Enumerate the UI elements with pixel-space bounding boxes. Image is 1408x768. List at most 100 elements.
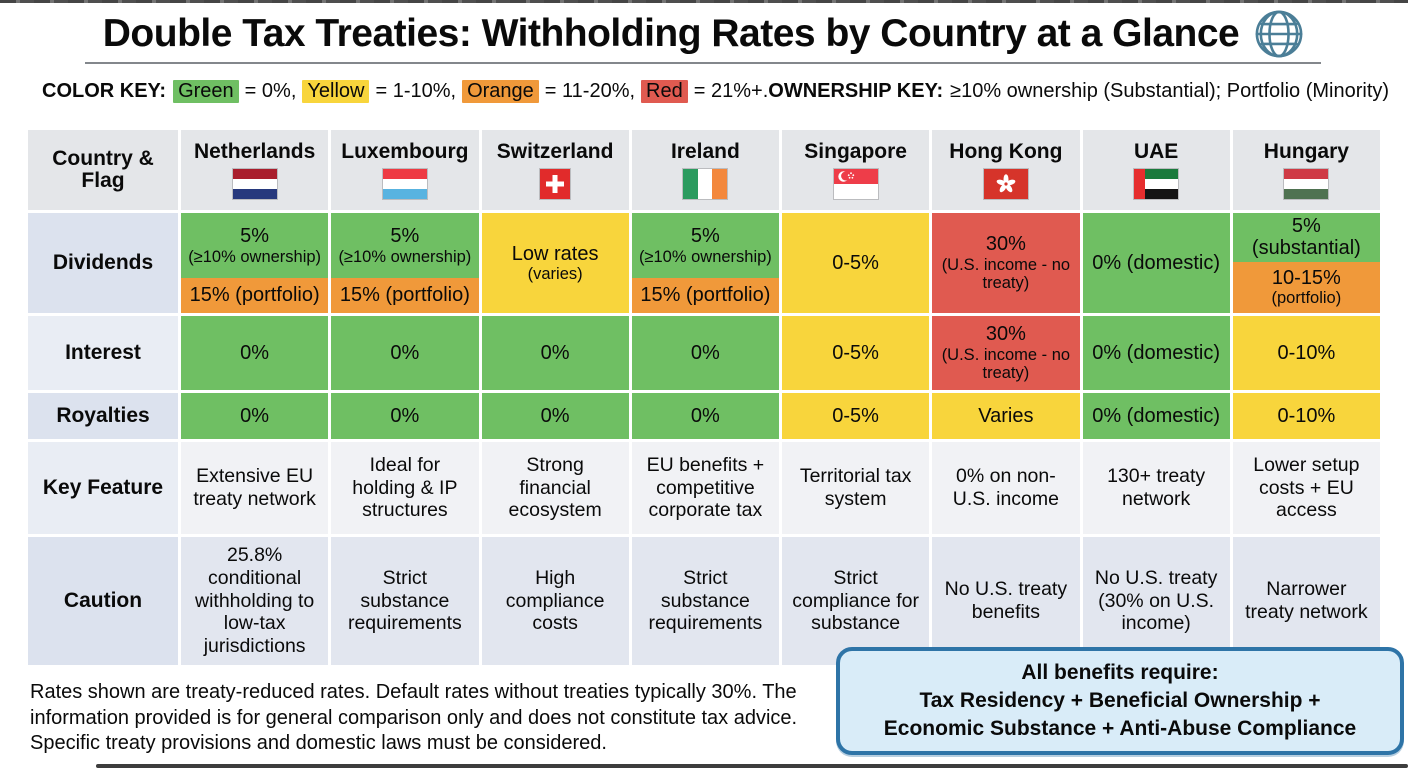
rate-cell-interest-hong-kong: 30% (U.S. income - no treaty) <box>932 316 1080 390</box>
text-cell-key-feature-hungary: Lower setup costs + EU access <box>1232 442 1380 534</box>
rate-part-green: 5% (≥10% ownership) <box>181 213 329 279</box>
rate-text: (U.S. income - no treaty) <box>941 345 1071 383</box>
country-name: Switzerland <box>496 140 614 164</box>
rate-text: 15% (portfolio) <box>339 284 470 307</box>
rate-text: (≥10% ownership) <box>188 247 322 266</box>
cell-text: Strict compliance for substance <box>792 567 920 635</box>
cell-text: High compliance costs <box>505 567 605 635</box>
text-cell-caution-hong-kong: No U.S. treaty benefits <box>932 537 1080 665</box>
globe-icon <box>1255 10 1303 58</box>
cell-text: Ideal for holding & IP structures <box>352 454 458 522</box>
rate-part-orange: 15% (portfolio) <box>631 278 779 313</box>
cell-text: Territorial tax system <box>799 465 912 510</box>
ownership-key-label: OWNERSHIP KEY: <box>768 80 944 102</box>
rate-part-orange: 15% (portfolio) <box>181 278 329 313</box>
rate-text: 0-5% <box>832 251 879 274</box>
rate-part-green: 0% <box>481 393 629 439</box>
rate-cell-dividends-hungary: 5% (substantial) 10-15% (portfolio) <box>1232 213 1380 313</box>
rate-part-orange: 15% (portfolio) <box>331 278 479 313</box>
cell-text: 0% on non-U.S. income <box>952 465 1059 510</box>
ownership-key-text: ≥10% ownership (Substantial); Portfolio … <box>950 80 1390 102</box>
rate-cell-interest-singapore: 0-5% <box>782 316 930 390</box>
cell-text: Strong financial ecosystem <box>508 454 602 522</box>
rate-text: 5% <box>240 225 270 248</box>
cell-text: 130+ treaty network <box>1107 465 1206 510</box>
rate-text: 5% <box>690 225 720 248</box>
rate-cell-dividends-luxembourg: 5% (≥10% ownership) 15% (portfolio) <box>331 213 479 313</box>
country-header-hungary: Hungary <box>1232 130 1380 210</box>
rate-text: 0% (domestic) <box>1092 341 1221 364</box>
color-key: COLOR KEY: Green = 0%, Yellow = 1-10%, Orang… <box>42 80 768 103</box>
rate-text: 0% <box>540 341 570 364</box>
rate-cell-interest-ireland: 0% <box>631 316 779 390</box>
country-name: Hungary <box>1263 140 1349 164</box>
rate-text: 5% (substantial) <box>1251 215 1361 260</box>
text-cell-key-feature-singapore: Territorial tax system <box>782 442 930 534</box>
rate-text: 0% (domestic) <box>1092 404 1221 427</box>
country-name: UAE <box>1133 140 1179 164</box>
rate-cell-royalties-uae: 0% (domestic) <box>1082 393 1230 439</box>
country-header-luxembourg: Luxembourg <box>331 130 479 210</box>
rate-cell-interest-switzerland: 0% <box>481 316 629 390</box>
flag-luxembourg-icon <box>381 167 428 200</box>
legend-swatch-yellow: Yellow <box>302 80 370 103</box>
ownership-key: OWNERSHIP KEY: ≥10% ownership (Substanti… <box>768 80 1389 103</box>
text-cell-key-feature-uae: 130+ treaty network <box>1082 442 1230 534</box>
rate-cell-interest-netherlands: 0% <box>181 316 329 390</box>
row-label-dividends: Dividends <box>28 213 178 313</box>
rate-part-green: 5% (≥10% ownership) <box>331 213 479 279</box>
rate-text: 0-10% <box>1277 341 1336 364</box>
legend-swatch-green: Green <box>173 80 239 103</box>
rate-part-green: 0% (domestic) <box>1082 393 1230 439</box>
legend-row: COLOR KEY: Green = 0%, Yellow = 1-10%, Orang… <box>42 80 1389 103</box>
country-name: Hong Kong <box>949 140 1063 164</box>
rate-text: 30% <box>985 233 1026 256</box>
rate-part-red: 30% (U.S. income - no treaty) <box>932 316 1080 390</box>
rate-text: 0% (domestic) <box>1092 251 1221 274</box>
rate-part-yellow: 0-10% <box>1232 393 1380 439</box>
rate-part-green: 0% (domestic) <box>1082 316 1230 390</box>
rate-cell-royalties-hong-kong: Varies <box>932 393 1080 439</box>
country-name: Netherlands <box>193 140 316 164</box>
rate-text: (U.S. income - no treaty) <box>941 255 1071 293</box>
benefits-box-line: All benefits require: <box>1021 661 1219 685</box>
rate-part-yellow: 0-10% <box>1232 316 1380 390</box>
row-label-key-feature: Key Feature <box>28 442 178 534</box>
rate-text: 0-5% <box>832 341 879 364</box>
cell-text: 25.8% conditional withholding to low-tax… <box>195 544 315 657</box>
rate-cell-dividends-switzerland: Low rates (varies) <box>481 213 629 313</box>
rate-text: (≥10% ownership) <box>638 247 772 266</box>
rate-cell-interest-luxembourg: 0% <box>331 316 479 390</box>
flag-netherlands-icon <box>231 167 278 200</box>
country-name: Ireland <box>670 140 740 164</box>
cell-text: Narrower treaty network <box>1245 578 1368 623</box>
flag-switzerland-icon <box>533 167 577 200</box>
title-bar: Double Tax Treaties: Withholding Rates b… <box>0 8 1408 60</box>
flag-uae-icon <box>1133 167 1180 200</box>
text-cell-caution-switzerland: High compliance costs <box>481 537 629 665</box>
rate-cell-dividends-netherlands: 5% (≥10% ownership) 15% (portfolio) <box>181 213 329 313</box>
country-header-singapore: Singapore <box>782 130 930 210</box>
benefits-box-line: Tax Residency + Beneficial Ownership + <box>919 689 1321 713</box>
text-cell-key-feature-ireland: EU benefits + competitive corporate tax <box>631 442 779 534</box>
text-cell-caution-uae: No U.S. treaty (30% on U.S. income) <box>1082 537 1230 665</box>
benefits-box: All benefits require: Tax Residency + Be… <box>836 647 1404 755</box>
rate-text: 15% (portfolio) <box>189 284 320 307</box>
flag-singapore-icon <box>832 167 879 200</box>
title-underline <box>85 62 1321 64</box>
legend-swatch-range: = 21%+. <box>693 80 769 102</box>
legend-swatch-range: = 1-10%, <box>375 80 457 102</box>
country-header-ireland: Ireland <box>631 130 779 210</box>
text-cell-caution-netherlands: 25.8% conditional withholding to low-tax… <box>181 537 329 665</box>
row-label-royalties: Royalties <box>28 393 178 439</box>
rate-cell-dividends-hong-kong: 30% (U.S. income - no treaty) <box>932 213 1080 313</box>
rate-text: Low rates <box>511 242 599 265</box>
rate-part-green: 0% <box>481 316 629 390</box>
rate-text: 10-15% <box>1271 266 1341 289</box>
country-name: Luxembourg <box>341 140 469 164</box>
corner-header-cell: Country & Flag <box>28 130 178 210</box>
flag-hong-kong-icon <box>982 167 1029 200</box>
rate-part-green: 0% (domestic) <box>1082 213 1230 313</box>
row-label-interest: Interest <box>28 316 178 390</box>
legend-swatch-red: Red <box>641 80 688 103</box>
